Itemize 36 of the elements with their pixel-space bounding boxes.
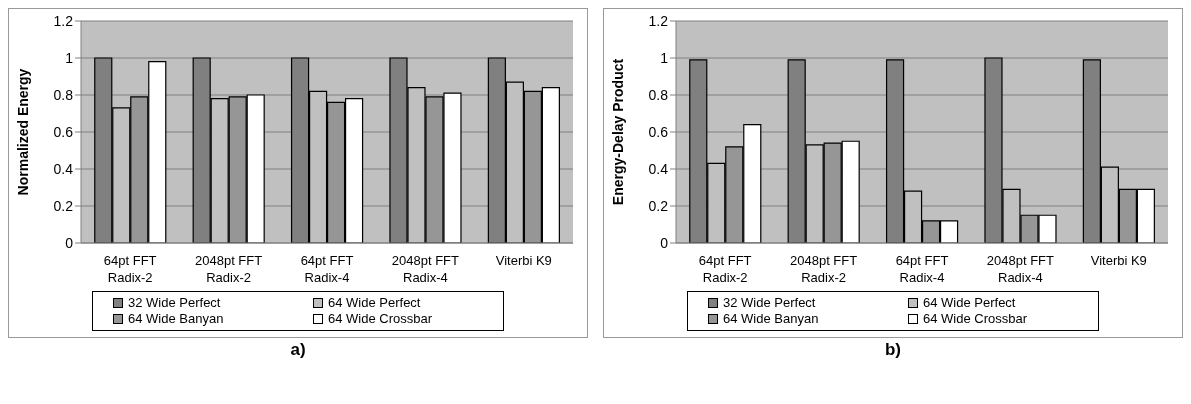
y-tick-label: 1 <box>65 49 74 66</box>
legend-label: 64 Wide Perfect <box>923 295 1016 311</box>
x-tick-label: 2048pt FFT Radix-4 <box>391 253 460 285</box>
text: a) <box>289 340 307 360</box>
legend-label: 32 Wide Perfect <box>128 295 221 311</box>
y-axis-title: Normalized Energy <box>14 68 31 196</box>
legend-label: 64 Wide Crossbar <box>923 311 1028 327</box>
text: b) <box>883 340 902 360</box>
y-tick-label: 0.2 <box>648 197 669 214</box>
y-tick-label: 1.2 <box>53 12 74 29</box>
x-tick-label: Viterbi K9 <box>495 253 552 268</box>
y-tick-label: 0.6 <box>648 123 669 140</box>
legend-label: 64 Wide Banyan <box>128 311 224 327</box>
x-tick-label: 64pt FFT Radix-2 <box>103 253 157 285</box>
y-tick-label: 0.2 <box>53 197 74 214</box>
x-tick-label: 2048pt FFT Radix-2 <box>790 253 858 285</box>
y-tick-label: 0.4 <box>53 160 74 177</box>
legend-label: 64 Wide Perfect <box>328 295 421 311</box>
y-axis-title: Energy-Delay Product <box>609 58 626 206</box>
y-tick-label: 1 <box>660 49 669 66</box>
legend-label: 64 Wide Banyan <box>723 311 819 327</box>
y-tick-label: 0.8 <box>648 86 669 103</box>
x-tick-label: 2048pt FFT Radix-4 <box>986 253 1055 285</box>
y-tick-label: 0 <box>65 234 74 251</box>
y-tick-label: 0.4 <box>648 160 669 177</box>
x-tick-label: 64pt FFT Radix-2 <box>698 253 752 285</box>
x-tick-label: 64pt FFT Radix-4 <box>895 253 949 285</box>
y-tick-label: 1.2 <box>648 12 669 29</box>
legend-label: 32 Wide Perfect <box>723 295 816 311</box>
x-tick-label: 64pt FFT Radix-4 <box>300 253 354 285</box>
y-tick-label: 0.6 <box>53 123 74 140</box>
y-tick-label: 0.8 <box>53 86 74 103</box>
x-tick-label: Viterbi K9 <box>1090 253 1147 268</box>
y-tick-label: 0 <box>660 234 669 251</box>
legend-label: 64 Wide Crossbar <box>328 311 433 327</box>
x-tick-label: 2048pt FFT Radix-2 <box>195 253 263 285</box>
